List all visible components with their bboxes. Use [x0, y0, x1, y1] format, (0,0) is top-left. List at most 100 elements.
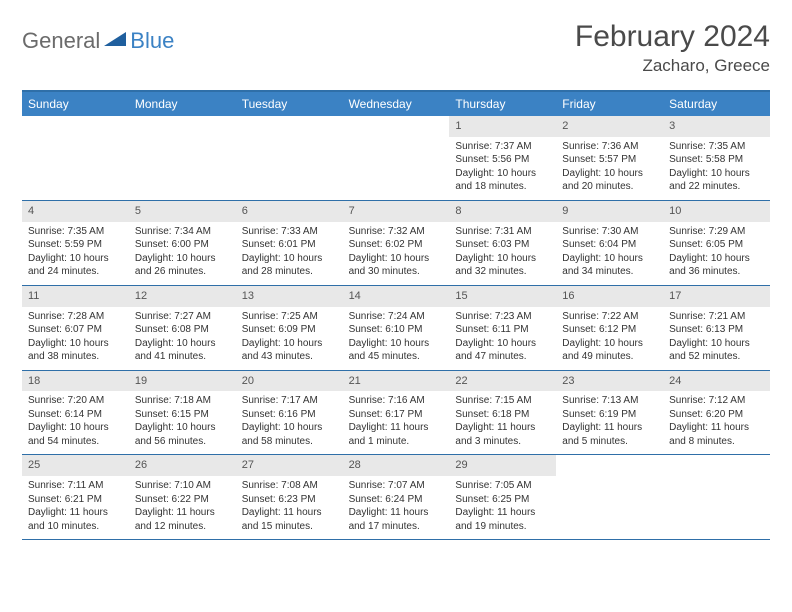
sunset-text: Sunset: 5:58 PM [669, 153, 764, 167]
week-row: 1Sunrise: 7:37 AMSunset: 5:56 PMDaylight… [22, 116, 770, 201]
daylight-text: Daylight: 10 hours and 56 minutes. [135, 421, 230, 448]
day-number: 3 [663, 116, 770, 137]
day-body: Sunrise: 7:17 AMSunset: 6:16 PMDaylight:… [236, 391, 343, 454]
day-number: 5 [129, 201, 236, 222]
day-cell: 27Sunrise: 7:08 AMSunset: 6:23 PMDayligh… [236, 455, 343, 539]
day-body: Sunrise: 7:20 AMSunset: 6:14 PMDaylight:… [22, 391, 129, 454]
day-cell [343, 116, 450, 200]
sunrise-text: Sunrise: 7:24 AM [349, 310, 444, 324]
sunset-text: Sunset: 6:04 PM [562, 238, 657, 252]
weekday-header: Monday [129, 92, 236, 116]
sunset-text: Sunset: 6:11 PM [455, 323, 550, 337]
day-number: 14 [343, 286, 450, 307]
daylight-text: Daylight: 10 hours and 32 minutes. [455, 252, 550, 279]
day-number: 18 [22, 371, 129, 392]
day-number: 29 [449, 455, 556, 476]
day-cell: 5Sunrise: 7:34 AMSunset: 6:00 PMDaylight… [129, 201, 236, 285]
day-number: 8 [449, 201, 556, 222]
day-body: Sunrise: 7:27 AMSunset: 6:08 PMDaylight:… [129, 307, 236, 370]
day-body: Sunrise: 7:15 AMSunset: 6:18 PMDaylight:… [449, 391, 556, 454]
day-body: Sunrise: 7:25 AMSunset: 6:09 PMDaylight:… [236, 307, 343, 370]
daylight-text: Daylight: 10 hours and 26 minutes. [135, 252, 230, 279]
day-cell: 11Sunrise: 7:28 AMSunset: 6:07 PMDayligh… [22, 286, 129, 370]
day-cell: 17Sunrise: 7:21 AMSunset: 6:13 PMDayligh… [663, 286, 770, 370]
day-body: Sunrise: 7:35 AMSunset: 5:59 PMDaylight:… [22, 222, 129, 285]
header: General Blue February 2024 Zacharo, Gree… [22, 20, 770, 76]
day-cell: 14Sunrise: 7:24 AMSunset: 6:10 PMDayligh… [343, 286, 450, 370]
daylight-text: Daylight: 10 hours and 34 minutes. [562, 252, 657, 279]
day-number: 19 [129, 371, 236, 392]
day-number: 25 [22, 455, 129, 476]
sunrise-text: Sunrise: 7:29 AM [669, 225, 764, 239]
weekday-header: Wednesday [343, 92, 450, 116]
sunset-text: Sunset: 6:03 PM [455, 238, 550, 252]
day-cell: 22Sunrise: 7:15 AMSunset: 6:18 PMDayligh… [449, 371, 556, 455]
day-number: 7 [343, 201, 450, 222]
weekday-header: Friday [556, 92, 663, 116]
weekday-header: Sunday [22, 92, 129, 116]
daylight-text: Daylight: 10 hours and 41 minutes. [135, 337, 230, 364]
day-cell [556, 455, 663, 539]
weekday-header: Tuesday [236, 92, 343, 116]
daylight-text: Daylight: 10 hours and 38 minutes. [28, 337, 123, 364]
sunrise-text: Sunrise: 7:20 AM [28, 394, 123, 408]
day-body: Sunrise: 7:23 AMSunset: 6:11 PMDaylight:… [449, 307, 556, 370]
sunset-text: Sunset: 6:23 PM [242, 493, 337, 507]
daylight-text: Daylight: 11 hours and 1 minute. [349, 421, 444, 448]
daylight-text: Daylight: 10 hours and 47 minutes. [455, 337, 550, 364]
daylight-text: Daylight: 10 hours and 28 minutes. [242, 252, 337, 279]
sunrise-text: Sunrise: 7:30 AM [562, 225, 657, 239]
sunset-text: Sunset: 6:02 PM [349, 238, 444, 252]
day-cell: 3Sunrise: 7:35 AMSunset: 5:58 PMDaylight… [663, 116, 770, 200]
day-cell: 21Sunrise: 7:16 AMSunset: 6:17 PMDayligh… [343, 371, 450, 455]
day-body: Sunrise: 7:22 AMSunset: 6:12 PMDaylight:… [556, 307, 663, 370]
day-cell: 19Sunrise: 7:18 AMSunset: 6:15 PMDayligh… [129, 371, 236, 455]
sunrise-text: Sunrise: 7:05 AM [455, 479, 550, 493]
sunset-text: Sunset: 6:25 PM [455, 493, 550, 507]
sunrise-text: Sunrise: 7:13 AM [562, 394, 657, 408]
sunrise-text: Sunrise: 7:11 AM [28, 479, 123, 493]
daylight-text: Daylight: 11 hours and 15 minutes. [242, 506, 337, 533]
sunrise-text: Sunrise: 7:21 AM [669, 310, 764, 324]
sunrise-text: Sunrise: 7:07 AM [349, 479, 444, 493]
daylight-text: Daylight: 11 hours and 10 minutes. [28, 506, 123, 533]
day-cell: 15Sunrise: 7:23 AMSunset: 6:11 PMDayligh… [449, 286, 556, 370]
day-cell: 25Sunrise: 7:11 AMSunset: 6:21 PMDayligh… [22, 455, 129, 539]
day-body: Sunrise: 7:30 AMSunset: 6:04 PMDaylight:… [556, 222, 663, 285]
sunrise-text: Sunrise: 7:35 AM [28, 225, 123, 239]
daylight-text: Daylight: 10 hours and 20 minutes. [562, 167, 657, 194]
calendar: Sunday Monday Tuesday Wednesday Thursday… [22, 90, 770, 540]
day-cell: 13Sunrise: 7:25 AMSunset: 6:09 PMDayligh… [236, 286, 343, 370]
daylight-text: Daylight: 11 hours and 3 minutes. [455, 421, 550, 448]
day-body: Sunrise: 7:21 AMSunset: 6:13 PMDaylight:… [663, 307, 770, 370]
day-body: Sunrise: 7:13 AMSunset: 6:19 PMDaylight:… [556, 391, 663, 454]
day-number: 24 [663, 371, 770, 392]
day-cell: 7Sunrise: 7:32 AMSunset: 6:02 PMDaylight… [343, 201, 450, 285]
daylight-text: Daylight: 10 hours and 18 minutes. [455, 167, 550, 194]
day-body: Sunrise: 7:32 AMSunset: 6:02 PMDaylight:… [343, 222, 450, 285]
day-number: 27 [236, 455, 343, 476]
sunset-text: Sunset: 6:10 PM [349, 323, 444, 337]
sunset-text: Sunset: 6:13 PM [669, 323, 764, 337]
day-body: Sunrise: 7:31 AMSunset: 6:03 PMDaylight:… [449, 222, 556, 285]
sunrise-text: Sunrise: 7:32 AM [349, 225, 444, 239]
week-row: 18Sunrise: 7:20 AMSunset: 6:14 PMDayligh… [22, 371, 770, 456]
day-cell: 26Sunrise: 7:10 AMSunset: 6:22 PMDayligh… [129, 455, 236, 539]
day-body: Sunrise: 7:10 AMSunset: 6:22 PMDaylight:… [129, 476, 236, 539]
day-cell: 23Sunrise: 7:13 AMSunset: 6:19 PMDayligh… [556, 371, 663, 455]
sunrise-text: Sunrise: 7:36 AM [562, 140, 657, 154]
sunrise-text: Sunrise: 7:25 AM [242, 310, 337, 324]
sunrise-text: Sunrise: 7:23 AM [455, 310, 550, 324]
day-cell: 12Sunrise: 7:27 AMSunset: 6:08 PMDayligh… [129, 286, 236, 370]
sunset-text: Sunset: 6:09 PM [242, 323, 337, 337]
day-number: 2 [556, 116, 663, 137]
sunset-text: Sunset: 6:16 PM [242, 408, 337, 422]
sunrise-text: Sunrise: 7:34 AM [135, 225, 230, 239]
daylight-text: Daylight: 10 hours and 58 minutes. [242, 421, 337, 448]
sunrise-text: Sunrise: 7:15 AM [455, 394, 550, 408]
daylight-text: Daylight: 11 hours and 5 minutes. [562, 421, 657, 448]
daylight-text: Daylight: 10 hours and 49 minutes. [562, 337, 657, 364]
day-number: 11 [22, 286, 129, 307]
sunrise-text: Sunrise: 7:28 AM [28, 310, 123, 324]
sunset-text: Sunset: 6:18 PM [455, 408, 550, 422]
